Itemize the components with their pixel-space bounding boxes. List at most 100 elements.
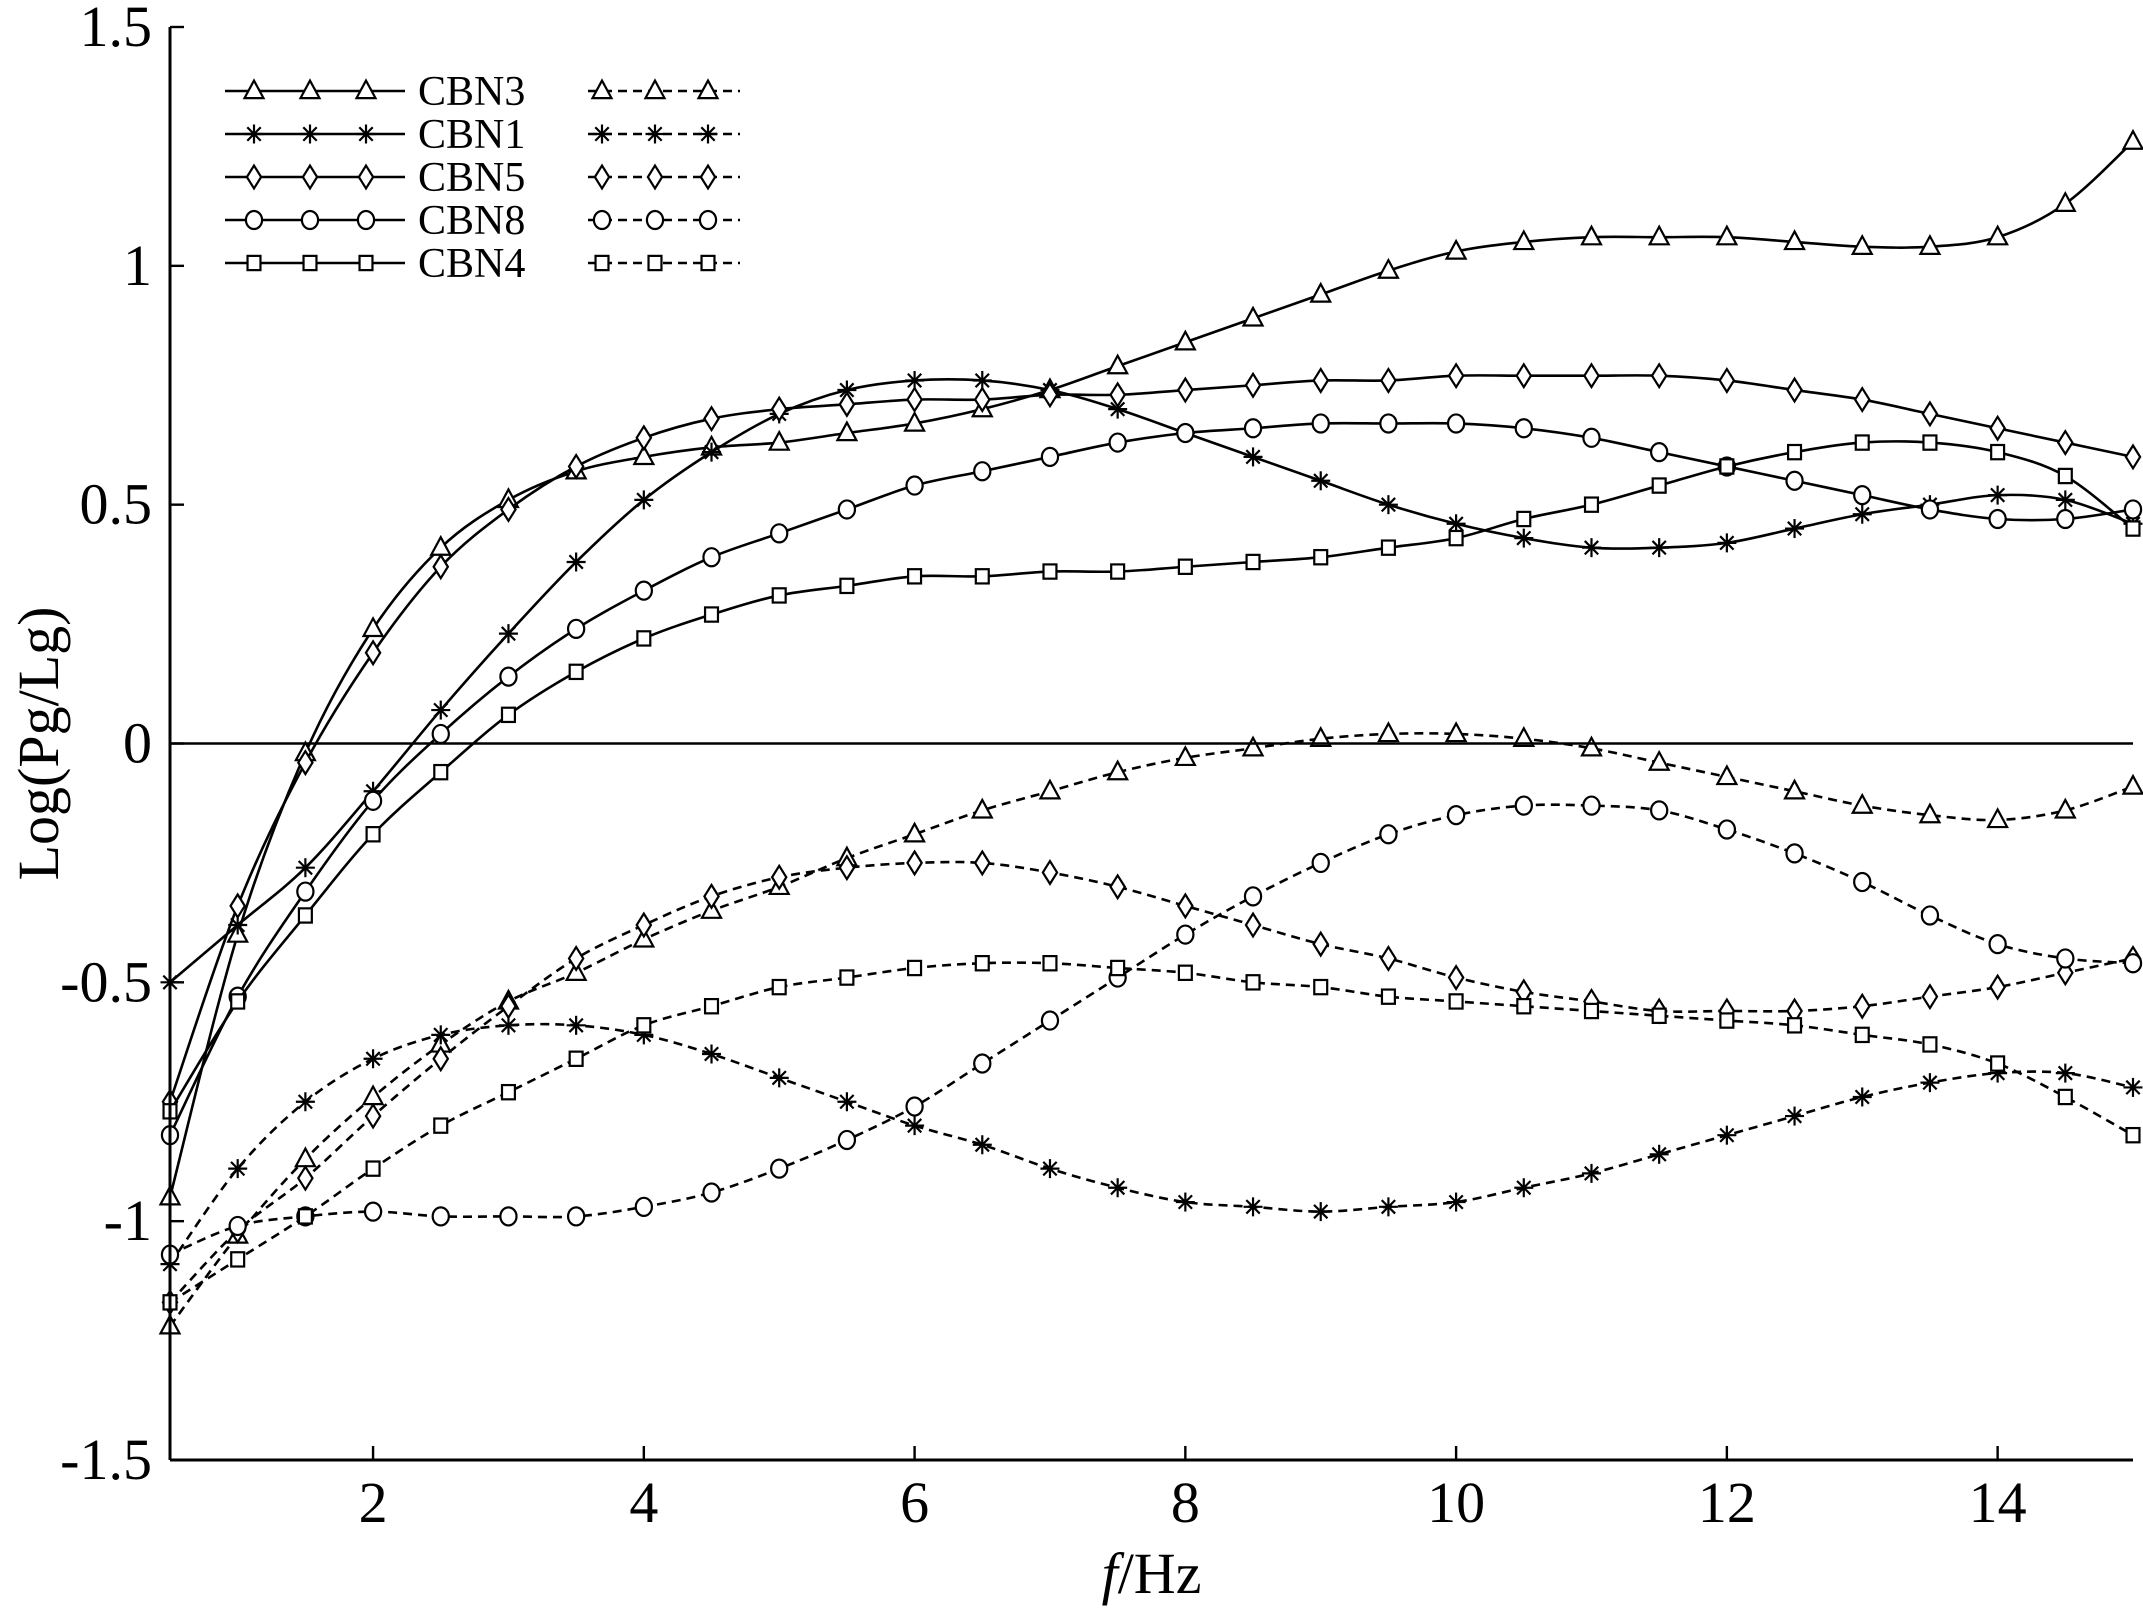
legend-marker — [646, 163, 664, 191]
series-cbn8-solid-point — [1785, 470, 1804, 491]
series-cbn8-dashed-point — [1311, 852, 1330, 874]
axes-layer: 2 4 6 8 10 12 14 -1.5 -1 -0.5 0 0.5 1 1.5 — [60, 0, 2133, 1535]
series-cbn5-dashed-point — [1312, 930, 1330, 958]
series-cbn5-dashed-point — [1244, 911, 1262, 939]
series-cbn4-dashed-point — [1922, 1036, 1938, 1053]
series-cbn5-solid-point — [296, 749, 314, 777]
series-cbn3-solid-point — [2121, 128, 2143, 150]
x-axis-label-unit: /Hz — [1118, 1541, 1202, 1606]
legend-marker — [592, 209, 612, 231]
series-cbn5-dashed-point — [500, 992, 517, 1020]
series-cbn3-solid-point — [1377, 257, 1400, 279]
series-cbn4-dashed — [162, 955, 2141, 1311]
series-cbn1-dashed-point — [295, 1092, 315, 1112]
series-cbn3-dashed-point — [1850, 792, 1874, 814]
series-cbn4-dashed-point — [1245, 974, 1261, 991]
series-cbn1-dashed-point — [1717, 1125, 1737, 1145]
series-cbn1-dashed-point — [1649, 1144, 1669, 1164]
series-cbn8-dashed-point — [905, 1096, 924, 1117]
series-cbn8-solid-point — [566, 618, 586, 639]
series-cbn3-solid-point — [1580, 224, 1603, 246]
series-cbn1-solid-point — [702, 442, 722, 462]
series-cbn3-solid-point — [1715, 224, 1739, 246]
series-cbn4-dashed-point — [1448, 993, 1464, 1010]
series-cbn8-dashed-point — [1446, 805, 1466, 826]
series-cbn1-solid-point — [1581, 538, 1601, 558]
series-cbn1-dashed-point — [769, 1068, 789, 1088]
series-cbn5-solid-point — [770, 395, 788, 423]
series-cbn4-solid-point — [1583, 496, 1600, 513]
series-cbn3-solid-point — [1512, 229, 1536, 251]
legend-label: CBN3 — [418, 69, 525, 115]
series-cbn8-solid-point — [1311, 413, 1330, 434]
series-cbn4-dashed-point — [1651, 1007, 1667, 1024]
series-cbn4-solid-point — [2125, 520, 2141, 537]
series-cbn5-solid-point — [1244, 371, 1262, 399]
series-cbn4-dashed-point — [1719, 1012, 1735, 1029]
legend-marker — [358, 254, 374, 272]
series-cbn5-dashed-point — [1447, 964, 1465, 992]
series-cbn5-solid-point — [1921, 400, 1939, 428]
series-cbn4-dashed-point — [1042, 955, 1058, 972]
series-cbn4-dashed-point — [2125, 1126, 2141, 1144]
legend-label: CBN4 — [418, 241, 525, 287]
series-cbn5-solid-point — [635, 424, 653, 452]
series-cbn3-dashed-point — [1377, 721, 1400, 743]
series-cbn5-solid-point — [1583, 362, 1600, 390]
legend-marker — [298, 78, 322, 100]
legend-entry-cbn8: CBN8 — [225, 198, 740, 244]
series-cbn8-dashed-point — [1379, 824, 1398, 845]
series-cbn5-solid-point — [973, 386, 991, 414]
series-cbn4-dashed-point — [433, 1117, 449, 1134]
series-cbn4-dashed-point — [2057, 1088, 2073, 1106]
series-cbn4-solid-point — [1854, 434, 1870, 451]
series-cbn5-dashed-point — [1853, 992, 1871, 1020]
series-cbn5-solid-point — [1989, 414, 2007, 442]
series-cbn4-dashed-point — [1177, 964, 1193, 982]
series-cbn4-solid-point — [1380, 539, 1396, 556]
series-cbn4-solid-point — [974, 568, 990, 585]
series-cbn1-solid-point — [431, 700, 451, 720]
series-cbn4-dashed-point — [1990, 1055, 2006, 1072]
series-cbn5-dashed-point — [1379, 944, 1397, 972]
series-cbn4-dashed-point — [839, 969, 855, 986]
series-cbn4-solid-point — [2057, 467, 2073, 485]
series-cbn8-dashed-point — [431, 1206, 450, 1227]
series-cbn5-dashed-point — [973, 849, 991, 877]
series-cbn4-dashed-point — [297, 1208, 313, 1225]
series-cbn5-solid-point — [906, 386, 924, 414]
series-cbn5-dashed-point — [364, 1102, 382, 1130]
series-cbn1-solid-point — [1243, 447, 1263, 467]
x-tick-label: 8 — [1171, 1470, 1200, 1535]
series-cbn1-dashed-point — [1175, 1192, 1195, 1212]
series-cbn1-dashed-point — [905, 1116, 925, 1136]
series-cbn3-solid-point — [1647, 224, 1671, 246]
series-cbn5-solid-point — [1041, 381, 1059, 409]
series-cbn4-solid-point — [1516, 510, 1532, 528]
series-cbn8-solid-point — [1446, 413, 1466, 434]
series-cbn5-solid-point — [432, 553, 450, 581]
y-tick-label: -1.5 — [60, 1427, 152, 1492]
series-cbn3-solid-point — [632, 444, 656, 466]
x-tick-label: 14 — [1969, 1470, 2027, 1535]
series-cbn8-solid-point — [363, 790, 383, 811]
series-cbn8-solid-point — [296, 881, 315, 902]
series-cbn1-dashed-point — [2123, 1077, 2143, 1097]
series-cbn4-dashed-point — [1110, 959, 1126, 977]
legend-marker — [302, 254, 318, 272]
legend-marker — [244, 209, 264, 231]
series-cbn8-dashed-point — [1853, 871, 1872, 893]
series-cbn3-solid-point — [1106, 353, 1130, 375]
legend-marker — [301, 163, 319, 191]
x-tick-label: 12 — [1698, 1470, 1756, 1535]
series-cbn4-dashed-point — [1583, 1002, 1600, 1020]
series-cbn8-dashed-point — [228, 1215, 247, 1237]
series-cbn1-solid-point — [1988, 485, 2008, 505]
series-cbn8-dashed-point — [1988, 933, 2007, 955]
series-cbn1-dashed-point — [1243, 1197, 1263, 1217]
series-cbn8-solid-point — [1988, 508, 2007, 530]
legend-marker — [592, 124, 612, 144]
x-tick-label: 10 — [1427, 1470, 1485, 1535]
